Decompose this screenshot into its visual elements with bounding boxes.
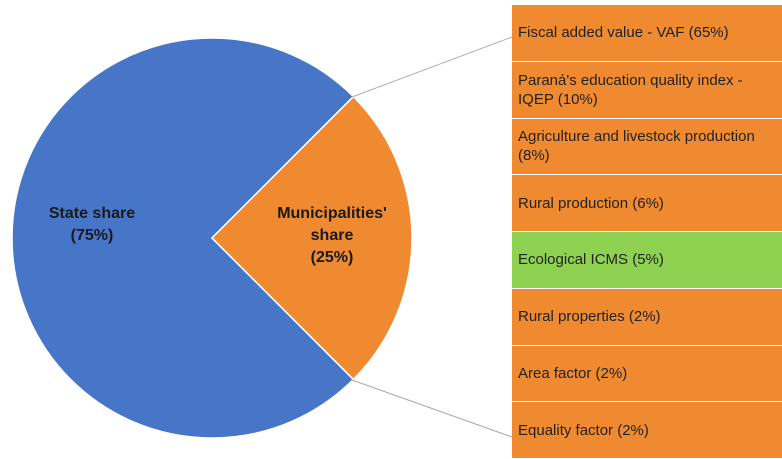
category: State share xyxy=(48,205,136,222)
breakdown-item: Area factor (2%) xyxy=(512,345,782,403)
breakdown-item: Rural production (6%) xyxy=(512,175,782,232)
breakdown-item: Fiscal added value - VAF (65%) xyxy=(512,5,782,62)
breakdown-item: Ecological ICMS (5%) xyxy=(512,232,782,289)
pie-slice xyxy=(210,95,413,381)
breakdown-item: Equality factor (2%) xyxy=(512,402,782,459)
connector xyxy=(351,379,513,438)
pie-label: State share (75%) xyxy=(27,203,157,247)
pie-slice xyxy=(11,37,355,439)
breakdown-item: Agriculture and livestock production (8%… xyxy=(512,118,782,176)
breakdown-item: Rural properties (2%) xyxy=(512,288,782,346)
category: Municipalities' share xyxy=(277,205,387,244)
pie-label: Municipalities' share (25%) xyxy=(267,203,397,269)
breakdown-item: Paraná's education quality index - IQEP … xyxy=(512,61,782,119)
value-label: (25%) xyxy=(310,249,354,266)
connector xyxy=(351,36,513,98)
value-label: (75%) xyxy=(70,227,114,244)
